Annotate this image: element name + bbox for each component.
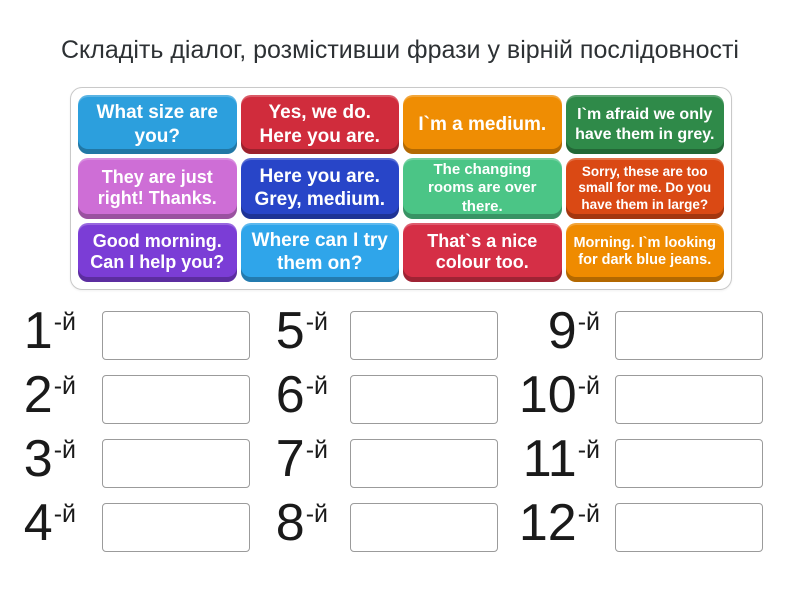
phrase-tile-2[interactable]: Yes, we do. Here you are. [240, 95, 399, 155]
slot-1-dropzone[interactable] [102, 311, 250, 360]
slot-7: 7-й [270, 433, 498, 488]
slot-5: 5-й [270, 305, 498, 360]
phrase-tile-12[interactable]: Morning. I`m looking for dark blue jeans… [565, 222, 724, 282]
slot-2-label: 2-й [23, 365, 76, 424]
phrase-tile-11[interactable]: That`s a nice colour too. [403, 222, 562, 282]
phrase-tile-1[interactable]: What size are you? [78, 95, 237, 155]
slot-2: 2-й [18, 369, 250, 424]
slot-8-label: 8-й [275, 493, 328, 552]
slot-9-label: 9-й [547, 301, 600, 360]
tile-board: What size are you? Yes, we do. Here you … [70, 87, 732, 290]
slot-4: 4-й [18, 497, 250, 552]
phrase-tile-7[interactable]: The changing rooms are over there. [403, 158, 562, 219]
slot-3: 3-й [18, 433, 250, 488]
slot-6: 6-й [270, 369, 498, 424]
slot-12: 12-й [510, 497, 763, 552]
slot-3-label: 3-й [23, 429, 76, 488]
phrase-tile-4[interactable]: I`m afraid we only have them in grey. [565, 95, 724, 155]
phrase-tile-8[interactable]: Sorry, these are too small for me. Do yo… [565, 158, 724, 219]
slot-4-dropzone[interactable] [102, 503, 250, 552]
slot-column-1: 1-й 2-й 3-й 4-й [18, 305, 250, 552]
slot-5-label: 5-й [275, 301, 328, 360]
slot-1-label: 1-й [23, 301, 76, 360]
slot-8-dropzone[interactable] [350, 503, 498, 552]
slot-1: 1-й [18, 305, 250, 360]
slot-10: 10-й [510, 369, 763, 424]
slot-3-dropzone[interactable] [102, 439, 250, 488]
slot-9: 9-й [510, 305, 763, 360]
activity-title: Складіть діалог, розмістивши фрази у вір… [61, 36, 739, 64]
slot-8: 8-й [270, 497, 498, 552]
slot-12-dropzone[interactable] [615, 503, 763, 552]
phrase-tile-9[interactable]: Good morning. Can I help you? [78, 222, 237, 282]
slot-11-dropzone[interactable] [615, 439, 763, 488]
slot-7-dropzone[interactable] [350, 439, 498, 488]
slot-10-dropzone[interactable] [615, 375, 763, 424]
phrase-tile-6[interactable]: Here you are. Grey, medium. [240, 158, 399, 219]
slot-2-dropzone[interactable] [102, 375, 250, 424]
slot-11-label: 11-й [522, 429, 600, 488]
slot-12-label: 12-й [518, 493, 600, 552]
slot-10-label: 10-й [518, 365, 600, 424]
slot-11: 11-й [510, 433, 763, 488]
slot-column-2: 5-й 6-й 7-й 8-й [270, 305, 498, 552]
slot-6-dropzone[interactable] [350, 375, 498, 424]
slot-4-label: 4-й [23, 493, 76, 552]
slot-7-label: 7-й [275, 429, 328, 488]
slot-9-dropzone[interactable] [615, 311, 763, 360]
slot-6-label: 6-й [275, 365, 328, 424]
slot-column-3: 9-й 10-й 11-й 12-й [510, 305, 763, 552]
phrase-tile-10[interactable]: Where can I try them on? [240, 222, 399, 282]
phrase-tile-3[interactable]: I`m a medium. [403, 95, 562, 155]
phrase-tile-5[interactable]: They are just right! Thanks. [78, 158, 237, 219]
slot-5-dropzone[interactable] [350, 311, 498, 360]
